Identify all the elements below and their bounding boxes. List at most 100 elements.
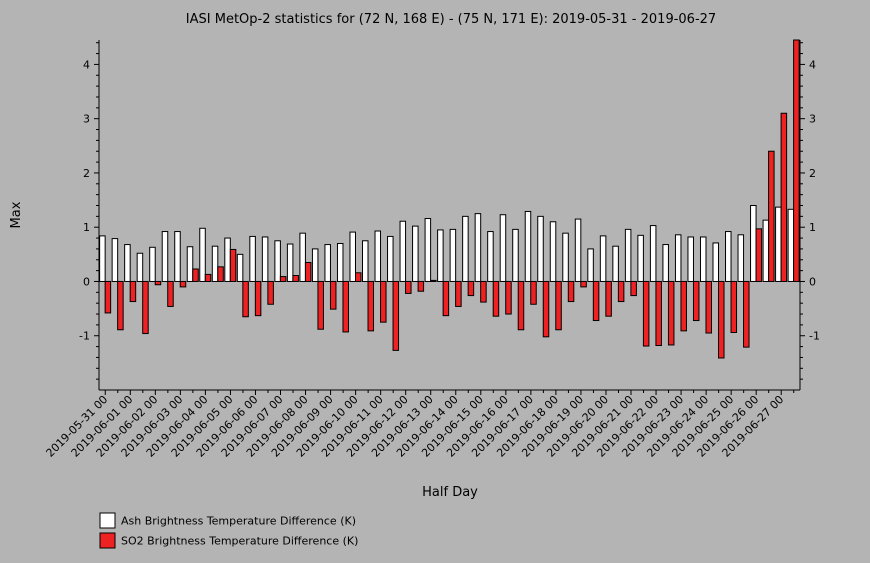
so2-bar: [492, 280, 500, 317]
ash-bar: [286, 243, 294, 282]
so2-bar: [780, 112, 788, 282]
so2-bar: [655, 280, 662, 346]
so2-bar: [755, 228, 763, 282]
so2-bar: [580, 280, 587, 288]
ash-bar: [349, 231, 356, 282]
so2-bar: [467, 280, 475, 297]
ash-bar: [712, 242, 720, 282]
so2-bar: [179, 280, 187, 288]
so2-bar: [530, 280, 537, 305]
y-tick-label-right: 2: [809, 167, 816, 180]
ash-bar: [750, 205, 757, 282]
so2-bar: [480, 280, 487, 303]
so2-bar: [104, 280, 112, 314]
ash-bar: [674, 234, 682, 282]
ash-bar: [775, 206, 782, 282]
ash-bar: [737, 234, 745, 282]
ash-bar: [236, 253, 244, 282]
so2-bar: [142, 280, 149, 335]
so2-bar: [630, 280, 637, 297]
so2-bar: [718, 280, 725, 359]
so2-bar: [743, 280, 750, 348]
ash-bar: [199, 227, 206, 282]
y-tick-label-right: 1: [809, 221, 816, 234]
so2-bar: [567, 280, 575, 303]
y-tick-label-right: 0: [809, 275, 816, 288]
ash-bar: [124, 244, 131, 282]
so2-bar: [342, 280, 349, 333]
so2-bar: [605, 280, 612, 317]
so2-bar: [692, 280, 700, 322]
x-axis-label: Half Day: [422, 485, 478, 500]
so2-bar: [367, 280, 375, 332]
ash-bar: [374, 230, 382, 282]
so2-bar: [793, 39, 800, 282]
legend-label: SO2 Brightness Temperature Difference (K…: [121, 535, 358, 548]
so2-bar: [117, 280, 124, 331]
so2-bar: [192, 268, 199, 282]
ash-bar: [249, 235, 256, 282]
so2-bar: [430, 279, 437, 282]
ash-bar: [274, 240, 281, 282]
so2-bar: [417, 280, 425, 292]
ash-bar: [186, 246, 194, 282]
ash-bar: [224, 237, 231, 282]
ash-bar: [524, 210, 532, 282]
y-tick-label-right: 3: [809, 113, 816, 126]
chart-title: IASI MetOp-2 statistics for (72 N, 168 E…: [186, 12, 716, 27]
ash-bar: [512, 228, 519, 282]
ash-bar: [599, 235, 607, 282]
ash-bar: [537, 215, 544, 282]
so2-bar: [329, 280, 337, 310]
ash-bar: [324, 244, 331, 282]
ash-bar: [99, 235, 106, 282]
ash-bar: [174, 231, 181, 282]
legend-label: Ash Brightness Temperature Difference (K…: [121, 515, 356, 528]
y-tick-label-right: 4: [809, 58, 816, 71]
ash-bar: [437, 229, 444, 282]
so2-bar: [592, 280, 600, 322]
ash-bar: [624, 228, 632, 282]
legend: Ash Brightness Temperature Difference (K…: [99, 512, 358, 549]
so2-bar: [229, 248, 237, 282]
so2-bar: [455, 280, 462, 307]
ash-bar: [211, 245, 219, 282]
so2-bar: [317, 280, 324, 330]
ash-bar: [587, 248, 594, 282]
so2-bar: [242, 280, 249, 318]
so2-bar: [705, 280, 712, 334]
ash-bar: [161, 231, 169, 282]
ash-bar: [261, 236, 269, 282]
y-tick-label-left: 2: [83, 167, 90, 180]
so2-bar: [405, 280, 412, 294]
so2-bar: [555, 280, 562, 331]
so2-bar: [304, 261, 312, 282]
so2-bar: [392, 280, 400, 351]
so2-bar: [354, 272, 362, 282]
ash-bar: [549, 221, 557, 282]
ash-bar: [637, 234, 644, 282]
ash-bar: [725, 231, 732, 282]
ash-bar: [299, 232, 306, 282]
y-tick-label-left: 0: [83, 275, 90, 288]
ash-bar: [787, 208, 795, 282]
ash-bar: [574, 218, 582, 282]
ash-bar: [412, 225, 419, 282]
so2-bar: [154, 280, 162, 286]
ash-bar: [762, 219, 770, 282]
so2-bar: [680, 280, 687, 332]
y-axis-label: Max: [9, 201, 24, 228]
y-tick-label-left: 1: [83, 221, 90, 234]
ash-bar: [649, 225, 657, 282]
so2-bar: [730, 280, 738, 333]
ash-bar: [612, 245, 619, 282]
ash-bar: [699, 236, 707, 282]
ash-bar: [111, 238, 119, 282]
so2-bar: [667, 280, 675, 346]
so2-bar: [380, 280, 387, 323]
so2-bar: [292, 275, 299, 282]
ash-bar: [136, 252, 144, 282]
ash-bar: [487, 231, 494, 282]
